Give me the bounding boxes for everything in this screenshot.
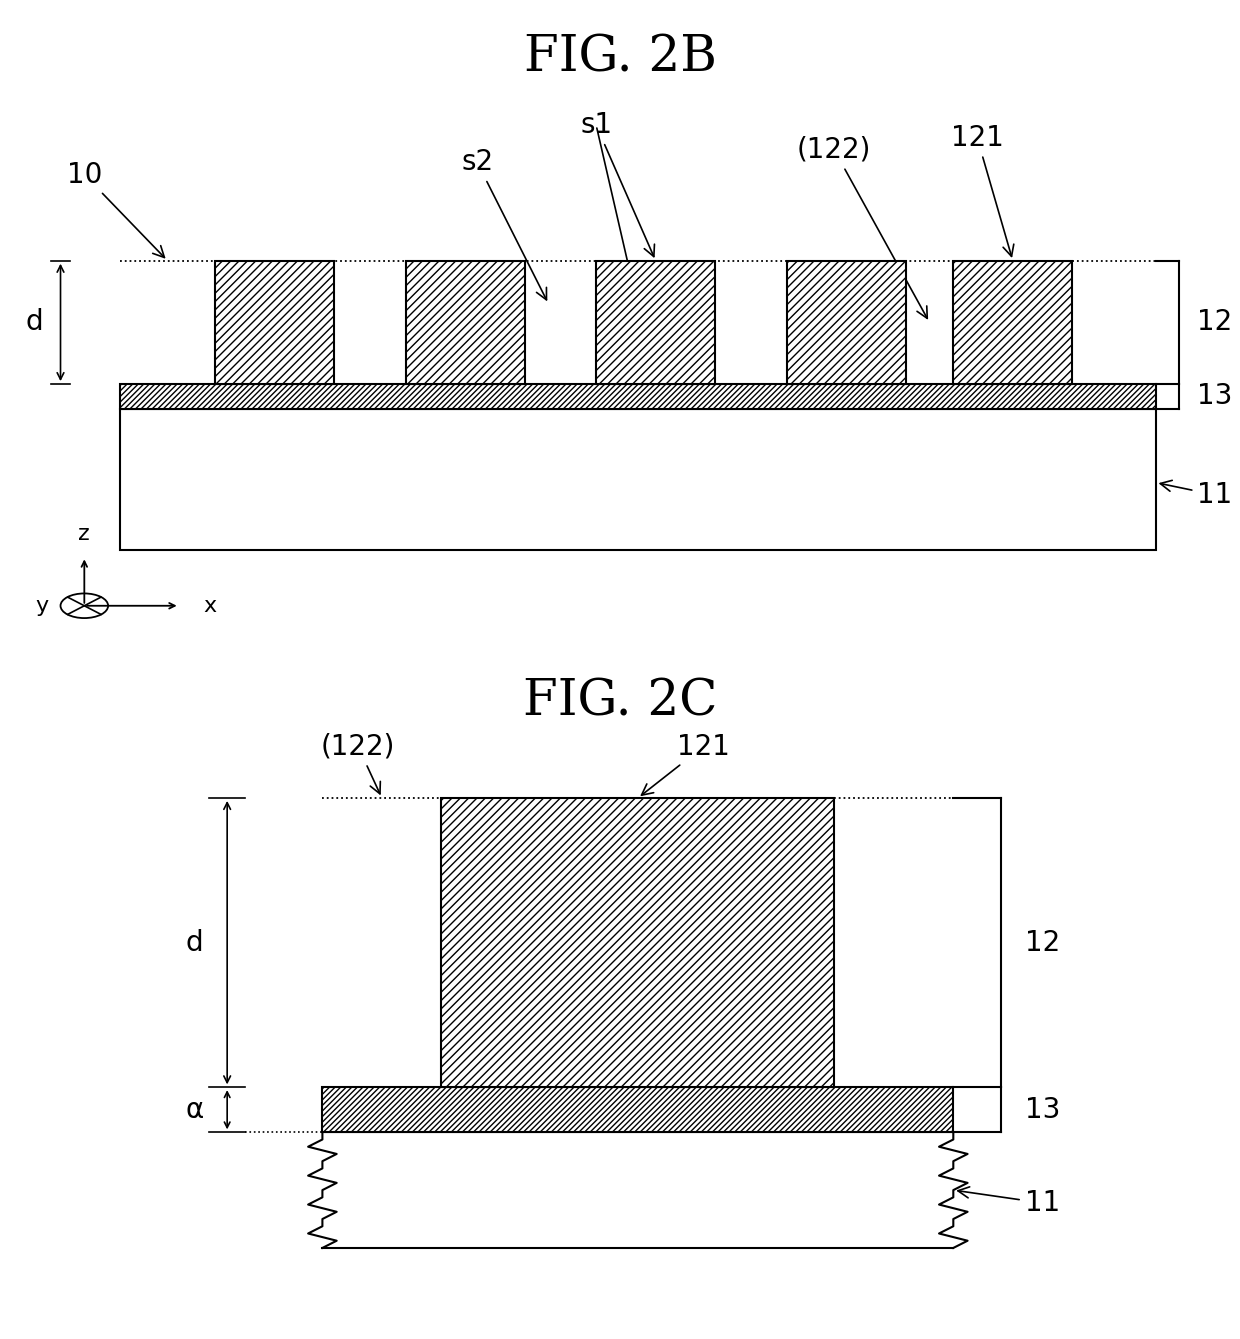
Bar bbox=[441, 798, 835, 1087]
Text: FIG. 2C: FIG. 2C bbox=[523, 678, 717, 726]
Bar bbox=[954, 261, 1073, 384]
Bar bbox=[216, 261, 335, 384]
Text: 12: 12 bbox=[1198, 308, 1233, 336]
Bar bbox=[322, 1087, 954, 1133]
Text: α: α bbox=[185, 1095, 203, 1123]
Bar bbox=[954, 261, 1073, 384]
Text: s1: s1 bbox=[580, 111, 655, 257]
Bar bbox=[441, 798, 835, 1087]
Text: x: x bbox=[203, 596, 217, 616]
Text: 121: 121 bbox=[951, 123, 1014, 256]
Text: d: d bbox=[25, 308, 42, 336]
Text: FIG. 2B: FIG. 2B bbox=[523, 33, 717, 82]
Text: z: z bbox=[78, 524, 91, 544]
Text: 13: 13 bbox=[1198, 383, 1233, 410]
Bar bbox=[786, 261, 905, 384]
Text: 10: 10 bbox=[67, 161, 165, 257]
Bar bbox=[120, 384, 1156, 408]
Text: (122): (122) bbox=[321, 732, 396, 794]
Bar bbox=[216, 261, 335, 384]
Text: 11: 11 bbox=[959, 1186, 1060, 1217]
Bar bbox=[596, 261, 715, 384]
Text: s2: s2 bbox=[461, 149, 547, 300]
Text: 11: 11 bbox=[1161, 481, 1233, 509]
Text: 121: 121 bbox=[641, 732, 730, 795]
Text: d: d bbox=[186, 929, 203, 956]
Bar bbox=[405, 261, 525, 384]
Text: (122): (122) bbox=[797, 137, 928, 319]
Text: 13: 13 bbox=[1024, 1095, 1060, 1123]
Bar bbox=[120, 408, 1156, 550]
Text: y: y bbox=[36, 596, 48, 616]
Bar bbox=[596, 261, 715, 384]
Bar bbox=[120, 384, 1156, 408]
Bar bbox=[322, 1087, 954, 1133]
Bar bbox=[405, 261, 525, 384]
Text: 12: 12 bbox=[1024, 929, 1060, 956]
Bar bbox=[786, 261, 905, 384]
